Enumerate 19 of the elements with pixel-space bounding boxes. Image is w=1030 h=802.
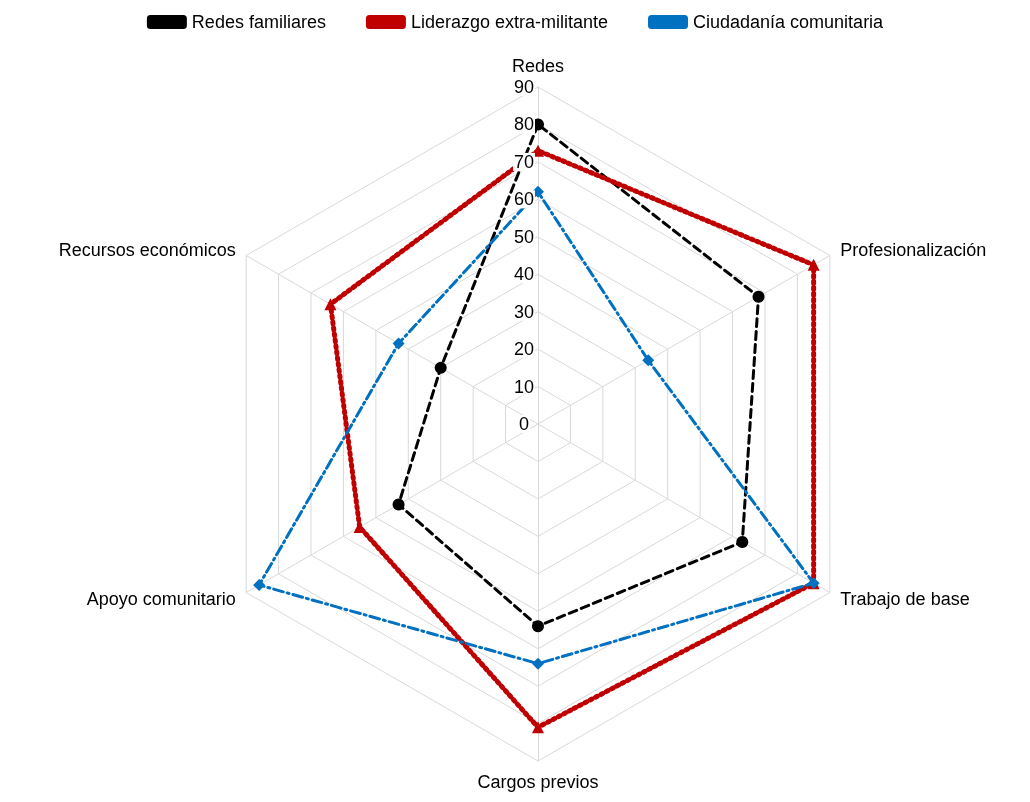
legend-label: Redes familiares bbox=[191, 12, 326, 32]
y-tick-label: 20 bbox=[513, 339, 535, 360]
y-tick-label: 0 bbox=[518, 414, 530, 434]
spoke-label: Recursos económicos bbox=[58, 239, 236, 260]
spoke-label: Profesionalización bbox=[840, 239, 987, 260]
y-tick-label: 60 bbox=[513, 189, 535, 210]
y-tick-label: 40 bbox=[513, 264, 535, 285]
y-tick-label: 30 bbox=[513, 301, 535, 322]
spoke-label: Trabajo de base bbox=[840, 588, 970, 609]
y-tick-label: 90 bbox=[513, 77, 535, 97]
spoke-label: Cargos previos bbox=[477, 772, 599, 792]
legend-label: Liderazgo extra-militante bbox=[410, 12, 609, 32]
spoke-label: Redes bbox=[511, 56, 565, 76]
y-tick-label: 10 bbox=[513, 376, 535, 397]
spoke-label: Apoyo comunitario bbox=[86, 588, 236, 609]
y-tick-label: 70 bbox=[513, 151, 535, 172]
y-tick-label: 80 bbox=[513, 114, 535, 135]
legend-label: Ciudadanía comunitaria bbox=[693, 12, 885, 32]
y-tick-label: 50 bbox=[513, 226, 535, 247]
